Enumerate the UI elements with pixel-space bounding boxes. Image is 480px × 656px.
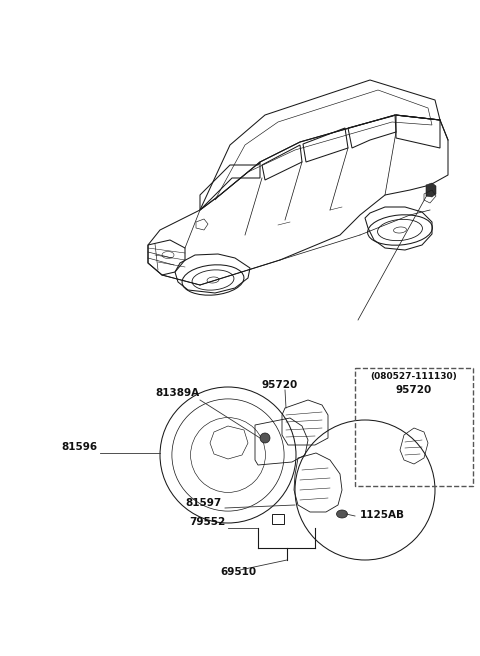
Bar [355,368,473,486]
Bar [272,514,284,524]
Text: 81597: 81597 [186,498,222,508]
Text: 79552: 79552 [189,517,225,527]
Text: 81389A: 81389A [156,388,200,398]
Polygon shape [426,183,436,197]
Text: 81596: 81596 [62,442,98,452]
Ellipse shape [336,510,348,518]
Text: 69510: 69510 [220,567,256,577]
Text: 95720: 95720 [396,385,432,395]
Text: (080527-111130): (080527-111130) [371,371,457,380]
Text: 1125AB: 1125AB [360,510,405,520]
Ellipse shape [260,433,270,443]
Text: 95720: 95720 [262,380,298,390]
